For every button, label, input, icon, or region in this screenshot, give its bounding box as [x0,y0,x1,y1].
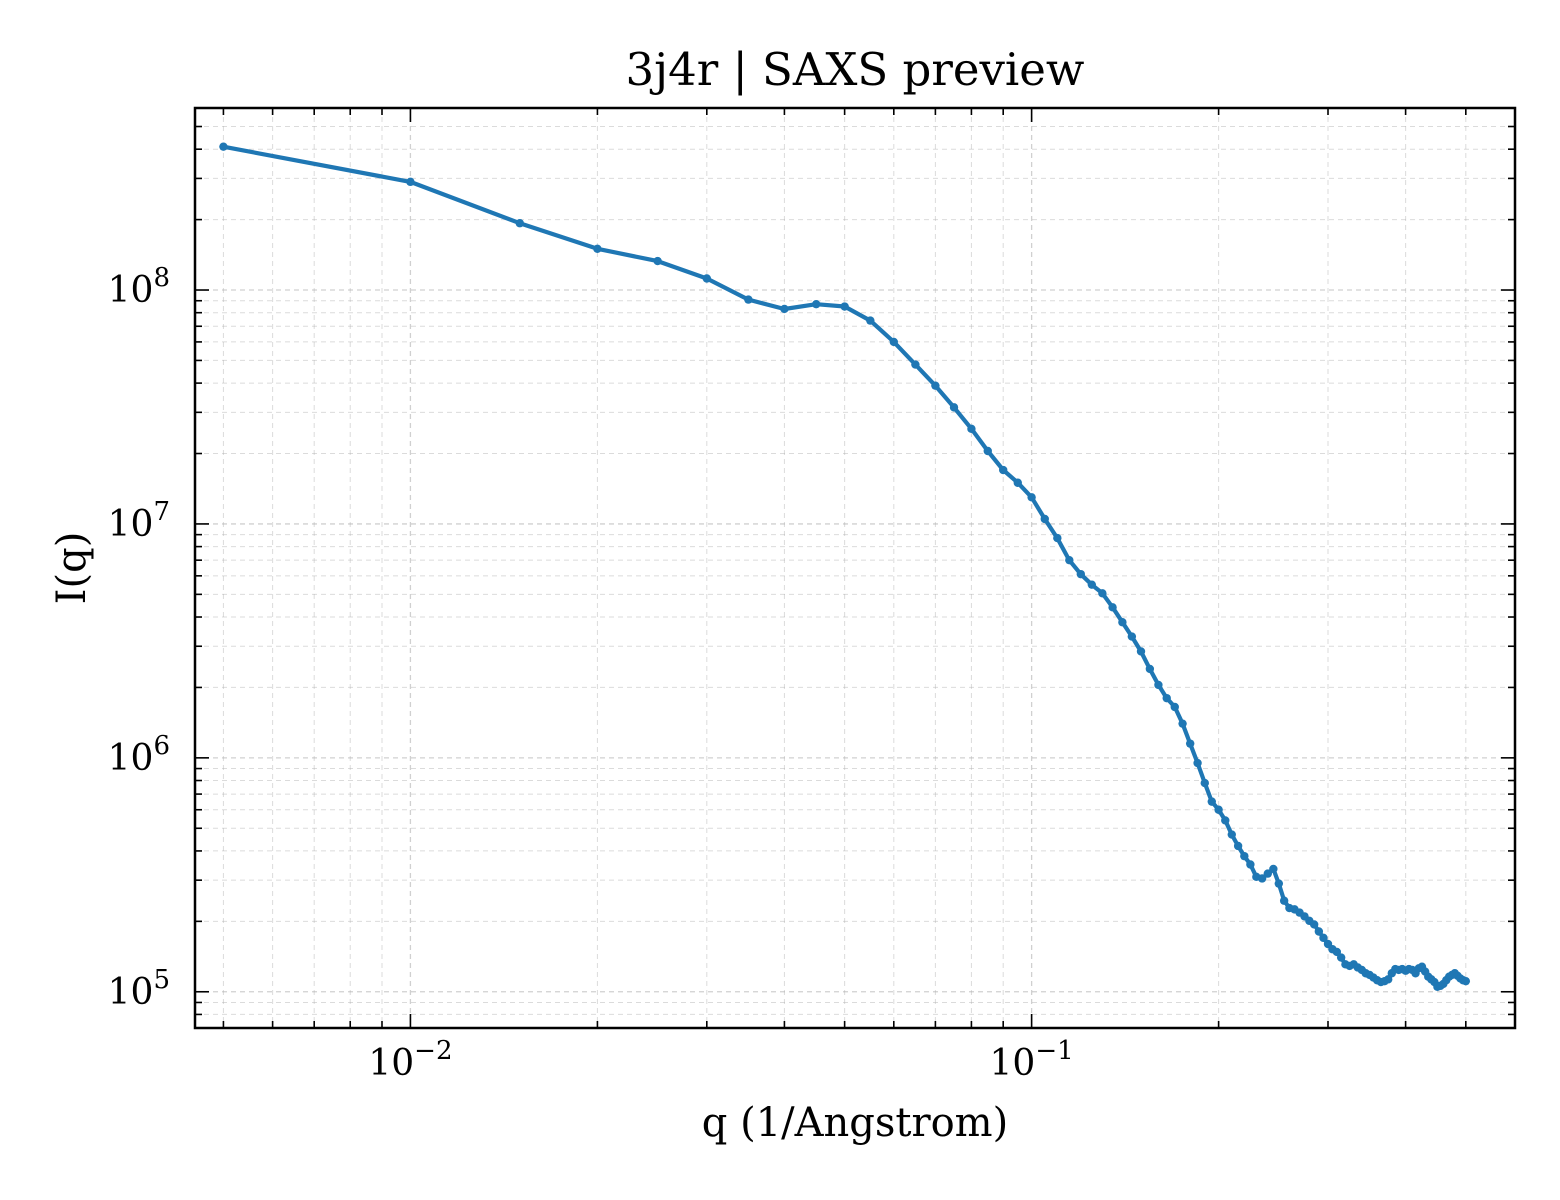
data-point [1336,953,1346,962]
data-point [1053,533,1062,543]
data-point [1200,778,1209,788]
data-point [1040,514,1049,524]
data-point [889,337,899,347]
data-point [967,424,976,434]
data-point [1108,603,1117,612]
x-tick-label: 10−2 [368,1036,452,1084]
x-axis-label: q (1/Angstrom) [702,1100,1008,1146]
data-point [780,304,789,314]
data-point [1214,805,1223,814]
data-point [1087,580,1097,589]
data-point [1240,851,1249,861]
data-point [406,177,415,187]
data-point [1193,758,1202,768]
data-point [1227,830,1236,839]
data-layer [219,142,1471,992]
data-point [911,360,920,369]
data-point [219,142,228,151]
data-point [998,465,1008,475]
chart-title: 3j4r | SAXS preview [626,43,1085,96]
data-point [1154,680,1163,690]
data-point [949,403,959,412]
data-point [1221,816,1230,825]
data-point [1178,719,1187,728]
data-point [1309,920,1319,929]
data-point [1027,493,1036,502]
data-point [866,316,875,325]
data-point [1246,860,1255,869]
data-point [1170,702,1179,712]
data-point [1257,874,1267,883]
y-axis-label: I(q) [49,532,95,605]
data-point [1314,927,1324,936]
grid [195,107,1515,1029]
data-point [1263,869,1273,878]
data-point [1185,739,1195,748]
data-point [653,256,662,266]
data-point [811,299,821,309]
plot-frame [193,106,1517,1030]
data-point [515,219,525,228]
data-point [1098,589,1107,598]
data-point [1118,618,1127,627]
data-point [1076,569,1086,579]
data-point [1274,879,1284,888]
data-point [983,446,992,456]
data-point [744,295,753,304]
data-point [1127,632,1137,641]
data-point [1319,933,1328,943]
data-point [1013,478,1022,487]
data-point [931,381,940,390]
data-point [702,274,712,283]
data-point [1065,555,1074,565]
data-point [1279,896,1289,905]
data-point [1145,664,1155,674]
data-point [840,302,849,311]
data-point [1233,841,1243,851]
data-point [1136,647,1146,656]
data-point [593,244,602,254]
data-point [1207,797,1216,806]
data-point [1269,864,1278,874]
data-point [1162,693,1171,703]
data-point [1461,976,1471,986]
data-point [1384,975,1393,984]
